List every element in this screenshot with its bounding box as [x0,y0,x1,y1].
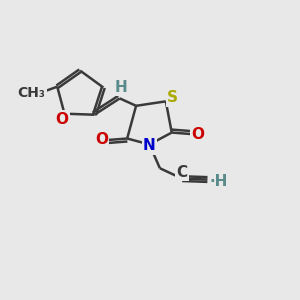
Text: N: N [143,138,156,153]
Text: H: H [115,80,128,94]
Text: ·H: ·H [209,174,228,189]
Text: C: C [177,165,188,180]
Text: CH₃: CH₃ [18,86,46,100]
Text: S: S [167,90,178,105]
Text: O: O [56,112,69,127]
Text: O: O [191,127,204,142]
Text: O: O [95,133,108,148]
